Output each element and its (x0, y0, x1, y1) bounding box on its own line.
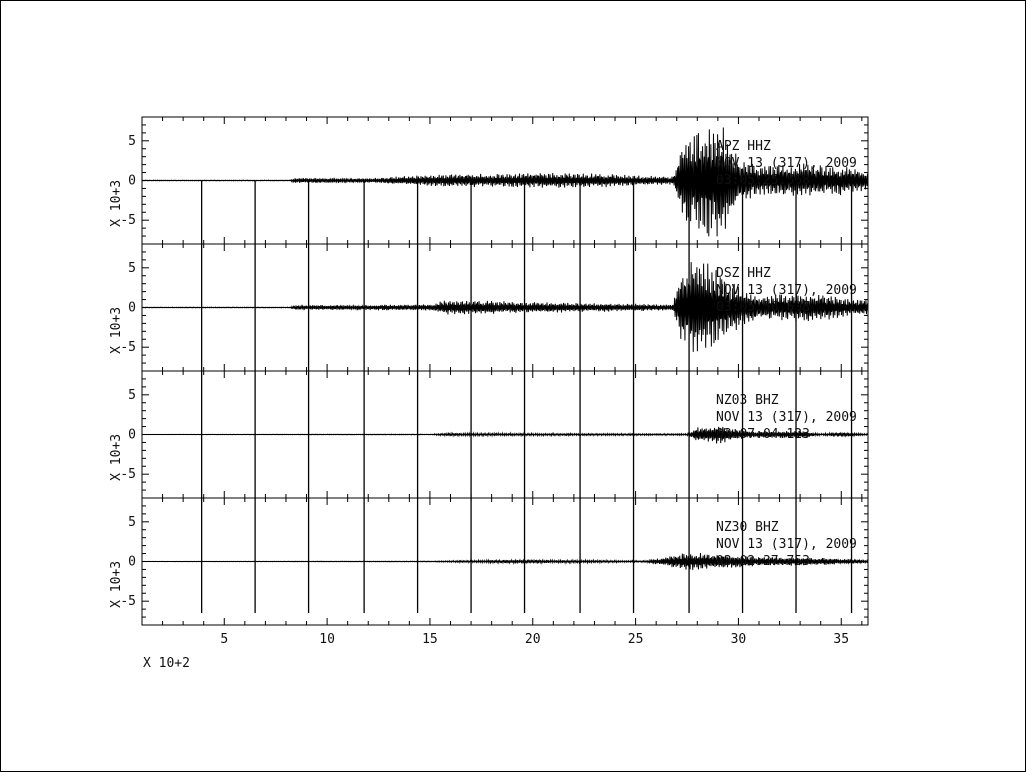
time-label: 03:07:04.123 (716, 427, 810, 442)
y-tick-label: -5 (120, 340, 136, 355)
time-label: 03:02:37.753 (716, 554, 810, 569)
waveform-apz (141, 127, 869, 237)
y-multiplier-label: X 10+3 (109, 180, 124, 227)
y-tick-label: -5 (120, 594, 136, 609)
x-tick-label: 30 (731, 632, 747, 647)
y-tick-label: 0 (128, 174, 136, 189)
time-label: 03:05:56.608 (716, 300, 810, 315)
x-multiplier-label: X 10+2 (143, 656, 190, 671)
x-tick-label: 15 (422, 632, 438, 647)
y-tick-label: 0 (128, 301, 136, 316)
y-tick-label: -5 (120, 467, 136, 482)
date-label: NOV 13 (317), 2009 (716, 156, 857, 171)
y-tick-label: 0 (128, 555, 136, 570)
y-multiplier-label: X 10+3 (109, 307, 124, 354)
y-tick-label: 0 (128, 428, 136, 443)
trace-panel-dsz: 5 0 -5X 10+3 DSZ HHZ NOV 13 (317), 2009 03:05… (109, 243, 869, 372)
date-label: NOV 13 (317), 2009 (716, 410, 857, 425)
station-label: DSZ HHZ (716, 266, 771, 281)
waveform-dsz (141, 262, 869, 352)
station-label: NZ03 BHZ (716, 393, 779, 408)
y-tick-label: 5 (128, 261, 136, 276)
x-tick-label: 35 (833, 632, 849, 647)
trace-panel-nz03: 5 0 -5X 10+3 NZ03 BHZ NOV 13 (317), 2009 03:0… (109, 370, 869, 499)
date-label: NOV 13 (317), 2009 (716, 537, 857, 552)
trace-panel-apz: 5 0 -5X 10+3 APZ HHZ NOV 13 (317), 2009 03:05… (109, 116, 869, 245)
y-tick-label: 5 (128, 515, 136, 530)
y-tick-label: 5 (128, 134, 136, 149)
y-tick-label: 5 (128, 388, 136, 403)
y-multiplier-label: X 10+3 (109, 434, 124, 481)
waveform-nz30 (141, 553, 869, 570)
y-multiplier-label: X 10+3 (109, 561, 124, 608)
y-tick-label: -5 (120, 213, 136, 228)
x-tick-label: 10 (319, 632, 335, 647)
x-tick-label: 20 (525, 632, 541, 647)
station-label: NZ30 BHZ (716, 520, 779, 535)
trace-panel-nz30: 5 0 -5X 10+3 NZ30 BHZ NOV 13 (317), 2009 03:0… (109, 497, 869, 626)
date-label: NOV 13 (317), 2009 (716, 283, 857, 298)
time-label: 03:05:25.568 (716, 173, 810, 188)
waveform-nz03 (141, 426, 869, 444)
station-label: APZ HHZ (716, 139, 771, 154)
x-tick-label: 5 (220, 632, 228, 647)
x-tick-label: 25 (628, 632, 644, 647)
